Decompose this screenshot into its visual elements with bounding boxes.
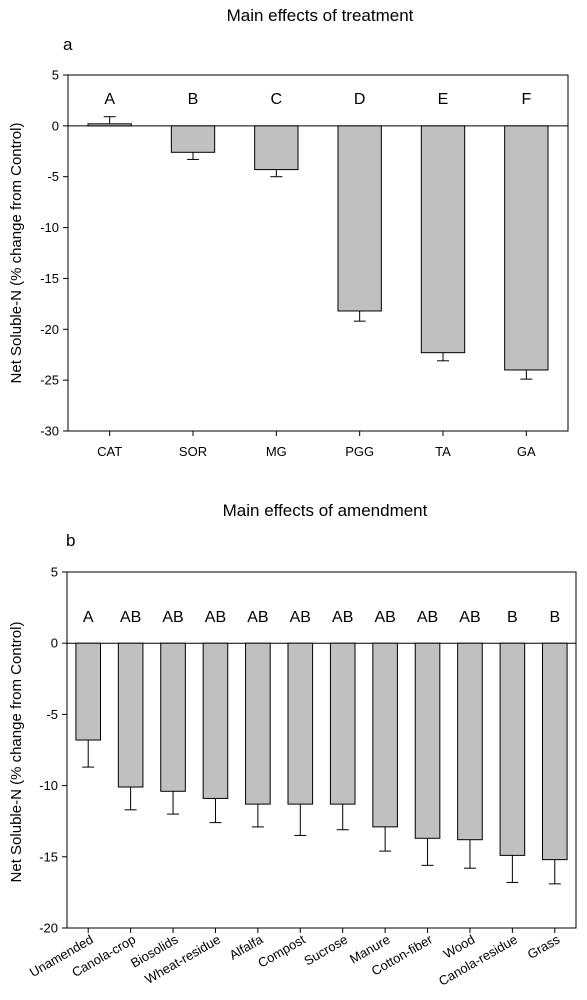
bar-compost <box>287 642 314 805</box>
bar-wheat-residue <box>202 642 229 799</box>
bar-biosolids <box>160 642 186 792</box>
significance-letter: D <box>354 91 366 108</box>
bar-pgg <box>337 125 382 312</box>
x-tick-label: TA <box>435 444 451 459</box>
bar-ga <box>504 125 549 371</box>
significance-letter: AB <box>417 609 438 626</box>
bar-grass <box>541 642 568 861</box>
panel-b-title: Main effects of amendment <box>223 501 428 520</box>
y-tick-label: -25 <box>40 373 59 388</box>
significance-letter: A <box>104 91 115 108</box>
y-tick-label: -5 <box>47 169 59 184</box>
plot-frame <box>67 74 569 432</box>
panel-b-y-axis-label: Net Soluble-N (% change from Control) <box>8 622 25 883</box>
bar-canola-residue <box>499 642 526 856</box>
significance-letter: A <box>83 609 94 626</box>
significance-letter: B <box>549 609 560 626</box>
panel-a-title: Main effects of treatment <box>227 6 414 25</box>
bar-wood <box>457 642 483 841</box>
bar-sor <box>170 125 216 153</box>
y-tick-label: 5 <box>51 565 58 580</box>
significance-letter: AB <box>459 609 480 626</box>
significance-letter: AB <box>162 609 183 626</box>
panel-a-plot-area: 5 0 -5 -10 -15 -20 -25 -30 A CAT B SOR C MG D PGG E TA F GA <box>40 68 569 459</box>
x-tick-label: SOR <box>179 444 207 459</box>
x-tick-label: Grass <box>525 931 563 962</box>
significance-letter: AB <box>247 609 268 626</box>
panel-b-letter: b <box>66 531 75 550</box>
panel-b-plot-area: 50-5-10-15-20AUnamendedABCanola-cropABBi… <box>27 565 577 989</box>
significance-letter: F <box>521 91 531 108</box>
x-tick-label: GA <box>517 444 536 459</box>
y-tick-label: -30 <box>40 424 59 439</box>
bar-cotton-fiber <box>414 642 441 839</box>
significance-letter: B <box>188 91 199 108</box>
panel-a-treatment: Main effects of treatment a Net Soluble-… <box>8 6 569 459</box>
y-tick-label: 0 <box>52 118 59 133</box>
y-tick-label: 5 <box>52 68 59 83</box>
y-tick-label: -10 <box>40 220 59 235</box>
x-tick-label: MG <box>266 444 287 459</box>
bar-ta <box>420 125 466 354</box>
significance-letter: C <box>271 91 283 108</box>
bar-cat <box>87 123 132 127</box>
x-tick-label: Compost <box>255 931 308 970</box>
bar-mg <box>254 125 299 171</box>
bar-unamended <box>75 642 102 741</box>
y-tick-label: -5 <box>46 707 58 722</box>
y-tick-label: -20 <box>39 921 58 936</box>
panel-a-letter: a <box>63 35 73 54</box>
significance-letter: B <box>507 609 518 626</box>
significance-letter: AB <box>374 609 395 626</box>
y-tick-label: 0 <box>51 636 58 651</box>
bar-canola-crop <box>117 642 144 788</box>
panel-b-amendment: Main effects of amendment b Net Soluble-… <box>8 501 577 989</box>
x-tick-label: CAT <box>97 444 122 459</box>
x-tick-label: Sucrose <box>301 932 350 969</box>
bar-alfalfa <box>245 642 271 805</box>
plot-frame <box>66 571 577 929</box>
y-tick-label: -15 <box>39 849 58 864</box>
y-tick-label: -20 <box>40 322 59 337</box>
significance-letter: AB <box>205 609 226 626</box>
significance-letter: E <box>438 91 449 108</box>
panel-a-y-axis-label: Net Soluble-N (% change from Control) <box>8 123 25 384</box>
significance-letter: AB <box>290 609 311 626</box>
significance-letter: AB <box>120 609 141 626</box>
x-tick-label: PGG <box>345 444 374 459</box>
y-tick-label: -10 <box>39 778 58 793</box>
bar-manure <box>372 642 398 828</box>
bar-sucrose <box>329 642 356 805</box>
y-tick-label: -15 <box>40 271 59 286</box>
significance-letter: AB <box>332 609 353 626</box>
